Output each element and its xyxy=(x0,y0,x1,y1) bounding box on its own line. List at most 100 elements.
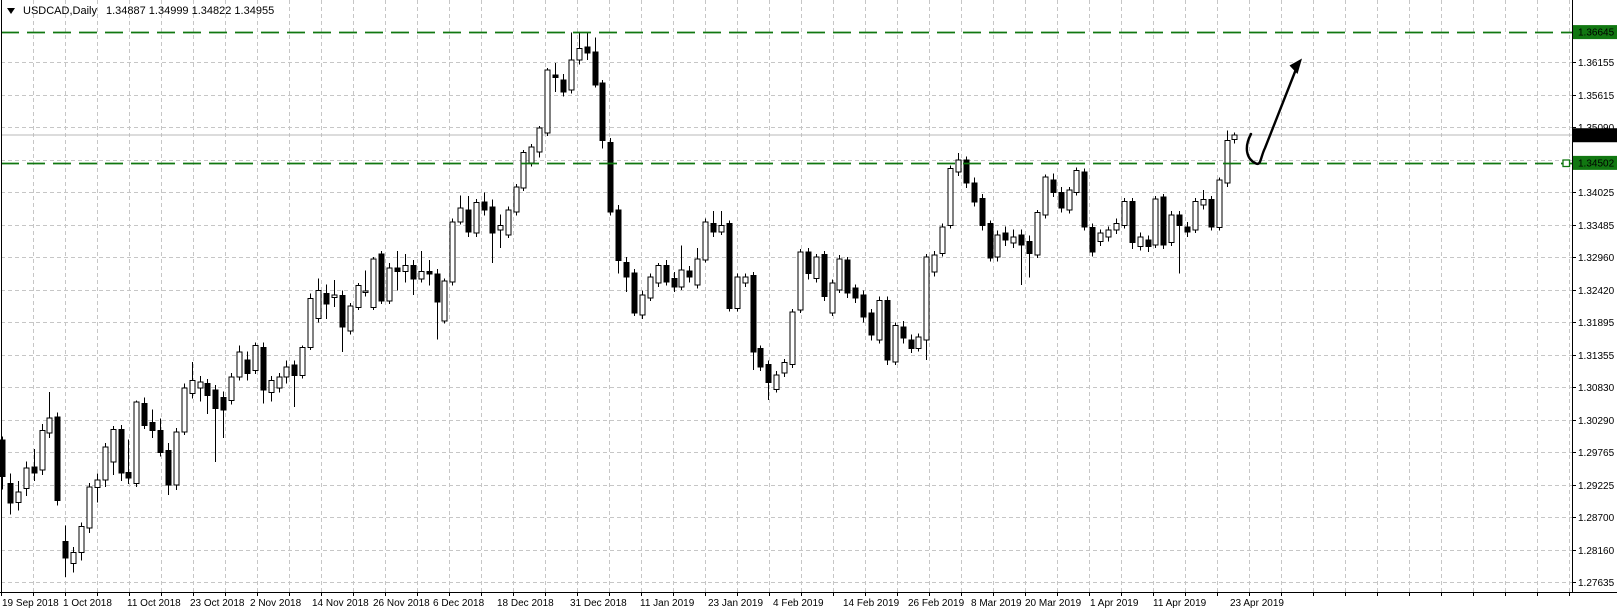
candle-body xyxy=(70,551,77,564)
candle-body xyxy=(410,265,417,280)
time-label: 11 Jan 2019 xyxy=(640,598,695,609)
candle-body xyxy=(133,401,140,484)
candle-body xyxy=(347,305,354,332)
candle-body xyxy=(78,526,85,553)
candle-body xyxy=(1089,227,1096,253)
price-axis[interactable]: 1.361551.356151.350901.340251.334851.329… xyxy=(1572,25,1617,589)
candle-body xyxy=(355,285,362,309)
price-label: 1.32420 xyxy=(1578,286,1615,297)
candle-body xyxy=(734,276,741,309)
candle-body xyxy=(623,261,630,278)
line-endpoint-marker[interactable] xyxy=(1562,159,1571,168)
candle-body xyxy=(813,256,820,279)
candle-body xyxy=(1018,234,1025,246)
price-label: 1.36155 xyxy=(1578,58,1615,69)
candle-body xyxy=(1216,179,1223,229)
candle-body xyxy=(1066,189,1073,211)
support-line[interactable] xyxy=(1,159,1572,168)
candle-body xyxy=(299,346,306,376)
candle-body xyxy=(1026,241,1033,254)
candle-body xyxy=(62,540,69,559)
horizontal-levels[interactable] xyxy=(1,31,1572,168)
candle-body xyxy=(323,293,330,305)
candle-body xyxy=(979,197,986,226)
candle-body xyxy=(544,69,551,134)
candle-body xyxy=(441,280,448,322)
price-label: 1.30290 xyxy=(1578,416,1615,427)
candle-body xyxy=(663,265,670,283)
candle-body xyxy=(473,202,480,234)
candle-body xyxy=(86,486,93,529)
candle-body xyxy=(1105,229,1112,238)
candle-body xyxy=(1192,200,1199,231)
candle-body xyxy=(1010,236,1017,244)
price-label: 1.31355 xyxy=(1578,351,1615,362)
time-label: 20 Mar 2019 xyxy=(1025,598,1082,609)
candle-body xyxy=(1073,169,1080,193)
time-label: 14 Nov 2018 xyxy=(312,598,369,609)
candle-body xyxy=(125,471,132,479)
candle-body xyxy=(307,297,314,348)
candle-body xyxy=(489,206,496,234)
trend-arrow[interactable] xyxy=(1245,58,1302,166)
time-label: 2 Nov 2018 xyxy=(250,598,302,609)
candle-body xyxy=(797,251,804,311)
time-label: 26 Nov 2018 xyxy=(373,598,430,609)
candle-body xyxy=(291,364,298,376)
candle-body xyxy=(607,141,614,213)
candle-body xyxy=(283,366,290,378)
candle-body xyxy=(1160,196,1167,246)
candle-body xyxy=(773,374,780,390)
grid xyxy=(1,0,1572,592)
candle-body xyxy=(157,429,164,453)
candle-body xyxy=(639,294,646,316)
candle-body xyxy=(362,290,369,293)
candle-body xyxy=(1168,214,1175,243)
candle-body xyxy=(568,59,575,91)
current-price-label: 1.34955 xyxy=(1573,128,1617,143)
candle-body xyxy=(994,234,1001,258)
ohlc-values: 1.34887 1.34999 1.34822 1.34955 xyxy=(105,5,275,17)
time-label: 31 Dec 2018 xyxy=(570,598,627,609)
candle-body xyxy=(394,267,401,273)
candle-body xyxy=(220,396,227,411)
candle-body xyxy=(102,446,109,481)
price-label: 1.32960 xyxy=(1578,253,1615,264)
candle-body xyxy=(94,479,101,489)
window-menu-icon[interactable] xyxy=(7,8,15,14)
candle-body xyxy=(908,339,915,350)
price-label: 1.30830 xyxy=(1578,383,1615,394)
candle-body xyxy=(923,256,930,341)
candle-body xyxy=(370,258,377,309)
price-label: 1.35615 xyxy=(1578,91,1615,102)
candle-body xyxy=(260,346,267,391)
candle-body xyxy=(39,429,46,471)
candle-body xyxy=(1081,171,1088,228)
candle-body xyxy=(54,416,61,502)
candle-body xyxy=(694,258,701,286)
candle-body xyxy=(702,221,709,261)
candle-body xyxy=(868,312,875,336)
candle-body xyxy=(457,207,464,223)
candle-body xyxy=(931,254,938,273)
time-label: 1 Apr 2019 xyxy=(1090,598,1139,609)
time-label: 19 Sep 2018 xyxy=(2,598,59,609)
symbol-period-label: USDCAD,Daily xyxy=(23,5,97,17)
time-label: 11 Oct 2018 xyxy=(127,598,181,609)
candle-body xyxy=(726,222,733,309)
candle-body xyxy=(836,258,843,291)
price-label: 1.31895 xyxy=(1578,318,1615,329)
candle-body xyxy=(1129,200,1136,243)
candle-body xyxy=(987,222,994,259)
candle-body xyxy=(378,253,385,302)
candle-body xyxy=(165,449,172,486)
candle-body xyxy=(149,421,156,431)
candle-body xyxy=(576,47,583,61)
candle-body xyxy=(513,186,520,213)
time-axis[interactable]: 19 Sep 2018 1 Oct 2018 11 Oct 2018 23 Oct 2… xyxy=(1,593,1570,609)
candle-body xyxy=(31,466,38,474)
candle-body xyxy=(860,294,867,318)
candle-body xyxy=(418,271,425,280)
candle-body xyxy=(1200,199,1207,206)
